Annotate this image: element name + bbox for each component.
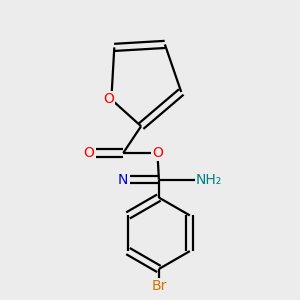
Text: N: N: [118, 173, 128, 187]
Text: Br: Br: [151, 279, 166, 293]
Text: NH₂: NH₂: [196, 173, 222, 187]
Text: O: O: [84, 146, 94, 160]
Text: O: O: [103, 92, 114, 106]
Text: O: O: [152, 146, 163, 160]
